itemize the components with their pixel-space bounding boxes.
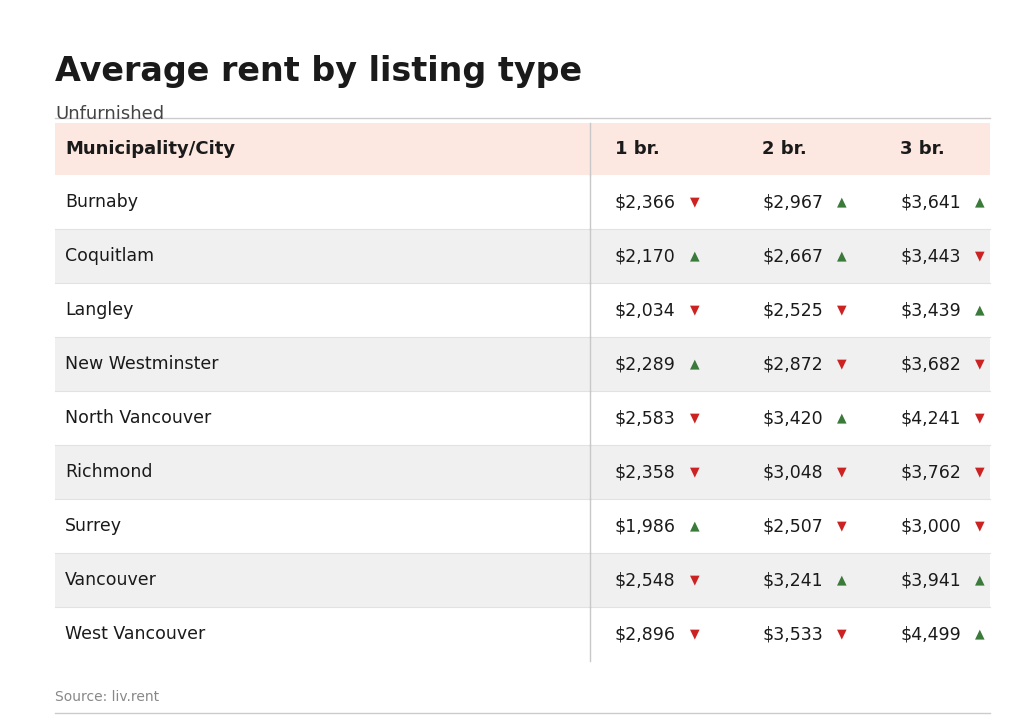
Text: $2,289: $2,289	[615, 355, 676, 373]
Text: ▼: ▼	[975, 520, 985, 533]
Text: Langley: Langley	[65, 301, 133, 319]
Text: $2,967: $2,967	[762, 193, 823, 211]
Text: ▲: ▲	[837, 196, 847, 209]
Text: ▲: ▲	[975, 303, 985, 316]
Text: Coquitlam: Coquitlam	[65, 247, 155, 265]
Text: ▼: ▼	[837, 466, 847, 479]
Text: ▼: ▼	[837, 627, 847, 640]
Text: Surrey: Surrey	[65, 517, 122, 535]
Text: $2,170: $2,170	[615, 247, 676, 265]
Text: $3,941: $3,941	[900, 571, 961, 589]
Text: ▼: ▼	[690, 412, 699, 425]
Text: ▼: ▼	[690, 573, 699, 586]
Text: ▲: ▲	[975, 573, 985, 586]
Text: Municipality/City: Municipality/City	[65, 140, 236, 158]
Text: ▼: ▼	[975, 412, 985, 425]
Text: ▼: ▼	[690, 196, 699, 209]
Text: $2,896: $2,896	[615, 625, 676, 643]
Text: ▼: ▼	[975, 250, 985, 263]
Text: ▲: ▲	[690, 250, 699, 263]
Text: ▼: ▼	[837, 357, 847, 370]
Text: ▼: ▼	[837, 520, 847, 533]
Text: $2,667: $2,667	[762, 247, 823, 265]
Text: Average rent by listing type: Average rent by listing type	[55, 55, 582, 88]
Bar	[55, 283, 990, 337]
Text: New Westminster: New Westminster	[65, 355, 218, 373]
Text: $2,507: $2,507	[762, 517, 822, 535]
Text: $3,420: $3,420	[762, 409, 822, 427]
Bar	[55, 391, 990, 445]
Text: $3,000: $3,000	[900, 517, 961, 535]
Text: ▲: ▲	[690, 520, 699, 533]
Text: ▲: ▲	[837, 412, 847, 425]
Text: $4,241: $4,241	[900, 409, 961, 427]
Text: ▼: ▼	[975, 466, 985, 479]
Text: ▲: ▲	[975, 627, 985, 640]
Text: $2,366: $2,366	[615, 193, 676, 211]
Bar	[55, 499, 990, 553]
Text: $3,641: $3,641	[900, 193, 961, 211]
Text: ▼: ▼	[690, 466, 699, 479]
Text: Richmond: Richmond	[65, 463, 153, 481]
Text: ▲: ▲	[837, 250, 847, 263]
Text: ▲: ▲	[975, 196, 985, 209]
Text: North Vancouver: North Vancouver	[65, 409, 211, 427]
Text: Vancouver: Vancouver	[65, 571, 157, 589]
Bar	[55, 229, 990, 283]
Text: $3,682: $3,682	[900, 355, 961, 373]
Text: $3,533: $3,533	[762, 625, 822, 643]
Text: ▼: ▼	[837, 303, 847, 316]
Text: $4,499: $4,499	[900, 625, 961, 643]
Text: $3,241: $3,241	[762, 571, 822, 589]
Text: $3,762: $3,762	[900, 463, 961, 481]
Text: $3,443: $3,443	[900, 247, 961, 265]
Text: $2,525: $2,525	[762, 301, 822, 319]
Text: Source: liv.rent: Source: liv.rent	[55, 690, 159, 704]
Text: $2,358: $2,358	[615, 463, 676, 481]
Bar	[55, 445, 990, 499]
Bar	[55, 175, 990, 229]
Text: $2,583: $2,583	[615, 409, 676, 427]
Text: $1,986: $1,986	[615, 517, 676, 535]
Text: ▼: ▼	[690, 627, 699, 640]
Text: Unfurnished: Unfurnished	[55, 105, 164, 123]
Text: $2,034: $2,034	[615, 301, 676, 319]
Text: $3,439: $3,439	[900, 301, 961, 319]
Text: $2,548: $2,548	[615, 571, 676, 589]
Text: $2,872: $2,872	[762, 355, 822, 373]
Bar	[55, 553, 990, 607]
Bar	[55, 337, 990, 391]
Text: 2 br.: 2 br.	[762, 140, 807, 158]
Text: 3 br.: 3 br.	[900, 140, 945, 158]
Text: $3,048: $3,048	[762, 463, 822, 481]
Text: Burnaby: Burnaby	[65, 193, 138, 211]
Text: ▼: ▼	[690, 303, 699, 316]
Text: ▲: ▲	[837, 573, 847, 586]
Text: 1 br.: 1 br.	[615, 140, 659, 158]
Bar	[55, 607, 990, 661]
Text: ▲: ▲	[690, 357, 699, 370]
Bar	[55, 123, 990, 175]
Text: West Vancouver: West Vancouver	[65, 625, 205, 643]
Text: ▼: ▼	[975, 357, 985, 370]
